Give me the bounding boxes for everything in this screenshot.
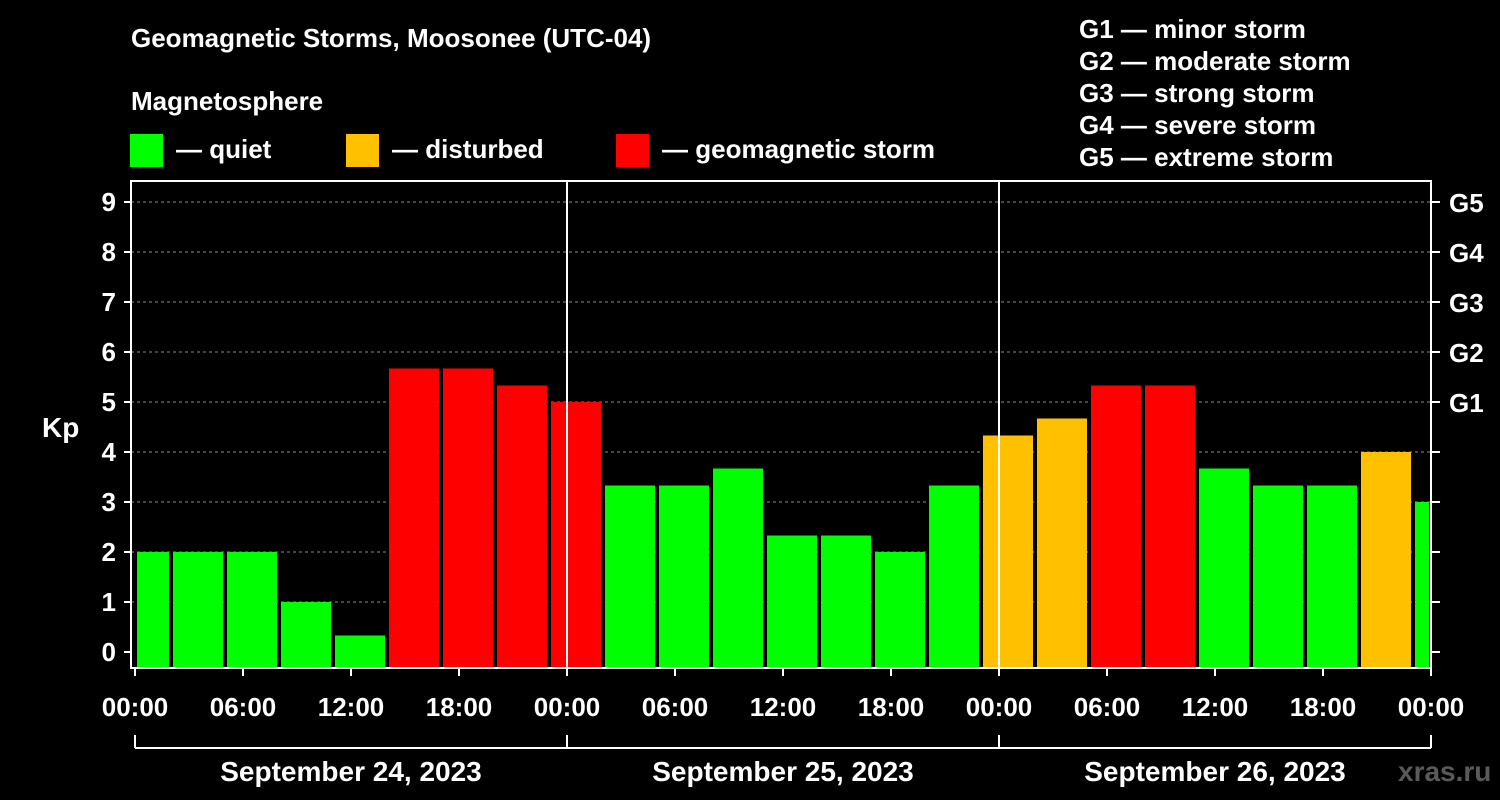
x-tick-label: 18:00 bbox=[426, 692, 493, 722]
plot-frame bbox=[130, 180, 1432, 669]
scale-g3: G3 — strong storm bbox=[1079, 78, 1315, 108]
kp-bar bbox=[1253, 485, 1303, 668]
legend-storm-label: — geomagnetic storm bbox=[662, 134, 936, 164]
kp-bar bbox=[1307, 485, 1357, 668]
y-tick-label: 2 bbox=[102, 537, 116, 567]
kp-bar bbox=[1415, 502, 1429, 668]
x-tick-label: 12:00 bbox=[750, 692, 817, 722]
legend-quiet-label: — quiet bbox=[176, 134, 272, 164]
legend-storm-swatch bbox=[616, 134, 649, 167]
day-label: September 25, 2023 bbox=[652, 756, 914, 787]
x-tick-label: 12:00 bbox=[1182, 692, 1249, 722]
y-tick-label: 8 bbox=[102, 237, 116, 267]
kp-bar bbox=[497, 385, 547, 668]
kp-bar bbox=[551, 402, 601, 668]
g-scale-label: G4 bbox=[1449, 238, 1484, 268]
kp-bar bbox=[281, 602, 331, 668]
g-scale-label: G3 bbox=[1449, 288, 1484, 318]
kp-bar bbox=[1037, 418, 1087, 668]
day-label: September 24, 2023 bbox=[220, 756, 482, 787]
kp-bar bbox=[443, 368, 493, 668]
kp-bar bbox=[767, 535, 817, 668]
kp-bar bbox=[821, 535, 871, 668]
kp-bar bbox=[929, 485, 979, 668]
g-scale-label: G5 bbox=[1449, 188, 1484, 218]
x-tick-label: 06:00 bbox=[1074, 692, 1141, 722]
kp-bar bbox=[1361, 452, 1411, 668]
legend-disturbed-label: — disturbed bbox=[392, 134, 544, 164]
y-tick-label: 3 bbox=[102, 487, 116, 517]
chart-title: Geomagnetic Storms, Moosonee (UTC-04) bbox=[131, 23, 652, 53]
x-tick-label: 06:00 bbox=[210, 692, 277, 722]
x-tick-label: 00:00 bbox=[1398, 692, 1465, 722]
scale-g2: G2 — moderate storm bbox=[1079, 46, 1351, 76]
y-axis-label: Kp bbox=[42, 412, 79, 443]
kp-bar bbox=[137, 552, 169, 668]
magnetosphere-heading: Magnetosphere bbox=[131, 86, 324, 116]
watermark: xras.ru bbox=[1398, 756, 1492, 787]
kp-bar bbox=[983, 435, 1033, 668]
y-tick-label: 6 bbox=[102, 337, 116, 367]
kp-bar bbox=[659, 485, 709, 668]
g-scale-label: G1 bbox=[1449, 388, 1484, 418]
kp-bar bbox=[227, 552, 277, 668]
kp-bar bbox=[335, 635, 385, 668]
legend-quiet-swatch bbox=[130, 134, 163, 167]
x-tick-label: 18:00 bbox=[858, 692, 925, 722]
legend-disturbed-swatch bbox=[346, 134, 379, 167]
kp-bar bbox=[875, 552, 925, 668]
x-tick-label: 00:00 bbox=[102, 692, 169, 722]
kp-bar bbox=[173, 552, 223, 668]
kp-bar bbox=[1091, 385, 1141, 668]
y-tick-label: 1 bbox=[102, 587, 116, 617]
scale-g4: G4 — severe storm bbox=[1079, 110, 1317, 140]
kp-bar bbox=[605, 485, 655, 668]
y-tick-label: 7 bbox=[102, 287, 116, 317]
y-tick-label: 4 bbox=[102, 437, 117, 467]
x-tick-label: 00:00 bbox=[966, 692, 1033, 722]
x-tick-label: 12:00 bbox=[318, 692, 385, 722]
x-tick-label: 00:00 bbox=[534, 692, 601, 722]
kp-bar bbox=[389, 368, 439, 668]
scale-g1: G1 — minor storm bbox=[1079, 14, 1306, 44]
g-scale-label: G2 bbox=[1449, 338, 1484, 368]
kp-bar bbox=[1199, 468, 1249, 668]
day-label: September 26, 2023 bbox=[1084, 756, 1346, 787]
x-tick-label: 06:00 bbox=[642, 692, 709, 722]
kp-bar bbox=[1145, 385, 1195, 668]
x-tick-label: 18:00 bbox=[1290, 692, 1357, 722]
y-tick-label: 5 bbox=[102, 387, 116, 417]
y-tick-label: 9 bbox=[102, 187, 116, 217]
kp-bar bbox=[713, 468, 763, 668]
y-tick-label: 0 bbox=[102, 637, 116, 667]
scale-g5: G5 — extreme storm bbox=[1079, 142, 1334, 172]
